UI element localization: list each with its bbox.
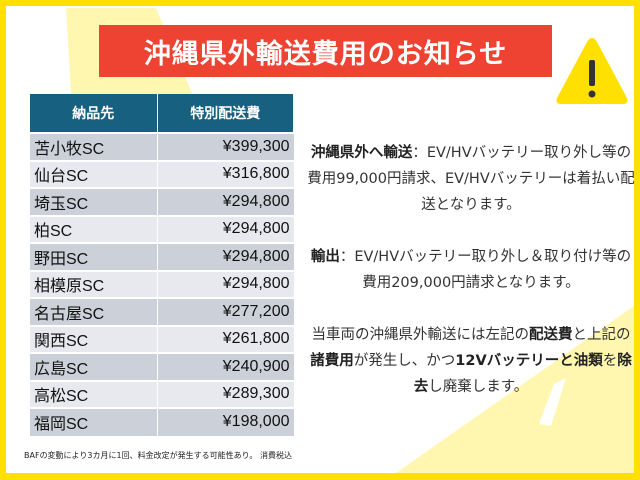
column-header-fee: 特別配送費 xyxy=(157,94,294,133)
destination-cell: 苫小牧SC xyxy=(30,132,158,161)
note-text: ：EV/HVバッテリー取り外し＆取り付け等の費用209,000円請求となります。 xyxy=(339,249,632,291)
destination-cell: 相模原SC xyxy=(30,269,158,298)
page-title: 沖縄県外輸送費用のお知らせ xyxy=(99,25,552,77)
fee-cell: ¥316,800 xyxy=(157,159,294,188)
note-text: が発生し、かつ xyxy=(353,353,456,369)
destination-cell: 関西SC xyxy=(30,324,158,353)
table-row: 野田SC ¥294,800 xyxy=(30,242,294,271)
emphasis-text: 除去 xyxy=(413,353,632,395)
note-paragraph: 沖縄県外へ輸送：EV/HVバッテリー取り外し等の費用99,000円請求、EV/H… xyxy=(306,140,634,218)
emphasis-text: 沖縄県外へ輸送 xyxy=(310,145,413,161)
warning-triangle-icon xyxy=(556,38,628,104)
fee-cell: ¥198,000 xyxy=(157,407,294,436)
fee-cell: ¥277,200 xyxy=(157,297,294,326)
table-row: 福岡SC ¥198,000 xyxy=(30,407,294,436)
notes-panel: 沖縄県外へ輸送：EV/HVバッテリー取り外し等の費用99,000円請求、EV/H… xyxy=(306,140,634,426)
note-text: と上記の xyxy=(572,327,631,343)
note-text: ：EV/HVバッテリー取り外し等の費用99,000円請求、EV/HVバッテリーは… xyxy=(307,145,634,213)
fee-cell: ¥294,800 xyxy=(157,187,294,216)
destination-cell: 高松SC xyxy=(30,379,158,408)
fee-cell: ¥294,800 xyxy=(157,242,294,271)
footnote: BAFの変動により3カ月に1回、料金改定が発生する可能性あり。 消費税込 xyxy=(24,451,292,460)
destination-cell: 柏SC xyxy=(30,214,158,243)
table-row: 関西SC ¥261,800 xyxy=(30,324,294,353)
table-row: 仙台SC ¥316,800 xyxy=(30,159,294,188)
delivery-fee-table: 納品先 特別配送費 苫小牧SC ¥399,300 仙台SC ¥316,800 埼玉SC ¥… xyxy=(30,94,294,436)
destination-cell: 福岡SC xyxy=(30,407,158,436)
fee-cell: ¥240,900 xyxy=(157,352,294,381)
fee-cell: ¥289,300 xyxy=(157,379,294,408)
table-row: 相模原SC ¥294,800 xyxy=(30,269,294,298)
note-text: を xyxy=(602,353,618,369)
note-paragraph: 当車両の沖縄県外輸送には左記の配送費と上記の諸費用が発生し、かつ12Vバッテリー… xyxy=(306,322,634,400)
notice-card: 沖縄県外輸送費用のお知らせ 納品先 特別配送費 苫小牧SC ¥399,300 仙台S… xyxy=(6,6,634,473)
fee-cell: ¥294,800 xyxy=(157,269,294,298)
destination-cell: 野田SC xyxy=(30,242,158,271)
note-paragraph: 輸出：EV/HVバッテリー取り外し＆取り付け等の費用209,000円請求となりま… xyxy=(306,244,634,296)
table-row: 埼玉SC ¥294,800 xyxy=(30,187,294,216)
emphasis-text: 輸出 xyxy=(310,249,340,265)
emphasis-text: 配送費 xyxy=(529,327,573,343)
table-row: 柏SC ¥294,800 xyxy=(30,214,294,243)
fee-cell: ¥399,300 xyxy=(157,132,294,161)
table-row: 高松SC ¥289,300 xyxy=(30,379,294,408)
emphasis-text: 諸費用 xyxy=(310,353,354,369)
destination-cell: 広島SC xyxy=(30,352,158,381)
column-header-destination: 納品先 xyxy=(30,94,158,133)
table-row: 名古屋SC ¥277,200 xyxy=(30,297,294,326)
table-row: 苫小牧SC ¥399,300 xyxy=(30,132,294,161)
destination-cell: 仙台SC xyxy=(30,159,158,188)
note-text: し廃棄します。 xyxy=(428,379,529,395)
destination-cell: 埼玉SC xyxy=(30,187,158,216)
fee-cell: ¥294,800 xyxy=(157,214,294,243)
emphasis-text: 12Vバッテリーと油類 xyxy=(455,353,603,369)
table-row: 広島SC ¥240,900 xyxy=(30,352,294,381)
note-text: 当車両の沖縄県外輸送には左記の xyxy=(311,327,530,343)
destination-cell: 名古屋SC xyxy=(30,297,158,326)
fee-cell: ¥261,800 xyxy=(157,324,294,353)
